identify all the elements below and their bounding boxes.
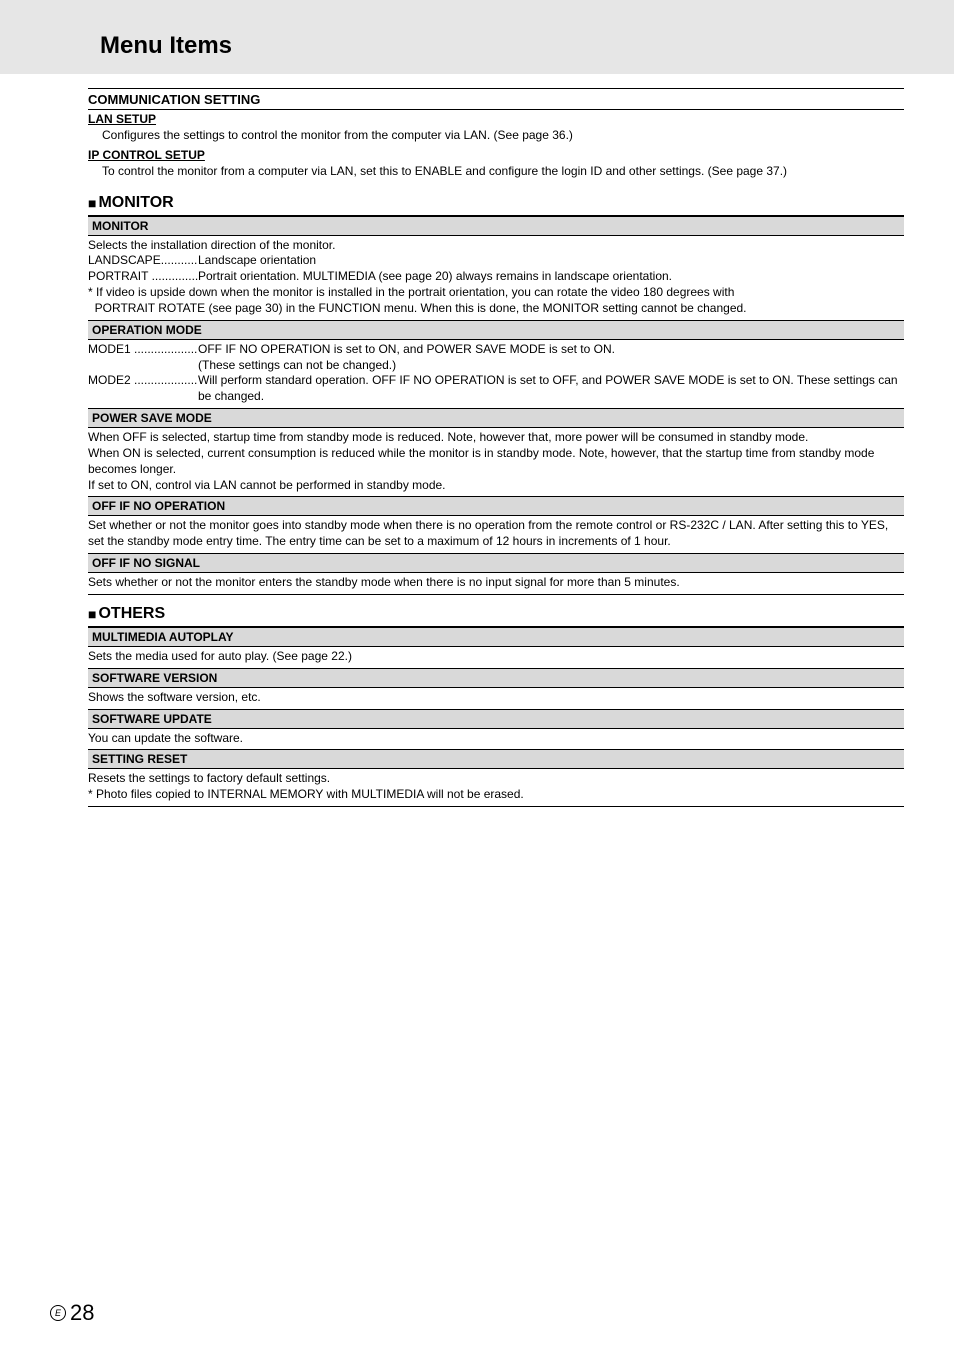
rule — [88, 594, 904, 595]
portrait-key: PORTRAIT ............... — [88, 269, 198, 285]
monitor-heading-text: MONITOR — [98, 194, 173, 212]
psm-l3: If set to ON, control via LAN cannot be … — [88, 478, 904, 494]
lan-setup-body: Configures the settings to control the m… — [88, 127, 904, 146]
others-heading-text: OTHERS — [98, 605, 165, 623]
row-mm-label: MULTIMEDIA AUTOPLAY — [88, 627, 904, 647]
sv-body: Shows the software version, etc. — [88, 688, 904, 709]
landscape-val: Landscape orientation — [198, 253, 904, 269]
monitor-line1: Selects the installation direction of th… — [88, 238, 904, 254]
portrait-row: PORTRAIT ............... Portrait orient… — [88, 269, 904, 285]
monitor-heading: ■ MONITOR — [88, 188, 904, 216]
ip-control-body: To control the monitor from a computer v… — [88, 163, 904, 182]
monitor-body: Selects the installation direction of th… — [88, 236, 904, 320]
rule — [88, 806, 904, 807]
row-sr-label: SETTING RESET — [88, 749, 904, 769]
page: Menu Items COMMUNICATION SETTING LAN SET… — [0, 0, 954, 1350]
lang-badge-icon: E — [50, 1305, 66, 1321]
opmode-body: MODE1 ..................... OFF IF NO OP… — [88, 340, 904, 408]
row-psm-label: POWER SAVE MODE — [88, 408, 904, 428]
ip-control-title: IP CONTROL SETUP — [88, 146, 904, 163]
square-bullet-icon: ■ — [88, 606, 96, 622]
su-body: You can update the software. — [88, 729, 904, 750]
offsig-body: Sets whether or not the monitor enters t… — [88, 573, 904, 594]
sr-l1: Resets the settings to factory default s… — [88, 771, 904, 787]
offop-body: Set whether or not the monitor goes into… — [88, 516, 904, 553]
row-offsig-label: OFF IF NO SIGNAL — [88, 553, 904, 573]
page-footer: E 28 — [50, 1300, 94, 1326]
row-offop-label: OFF IF NO OPERATION — [88, 496, 904, 516]
lan-setup-title: LAN SETUP — [88, 110, 904, 127]
monitor-note2: PORTRAIT ROTATE (see page 30) in the FUN… — [88, 301, 904, 317]
square-bullet-icon: ■ — [88, 195, 96, 211]
psm-l1: When OFF is selected, startup time from … — [88, 430, 904, 446]
mode1-row: MODE1 ..................... OFF IF NO OP… — [88, 342, 904, 358]
portrait-val: Portrait orientation. MULTIMEDIA (see pa… — [198, 269, 904, 285]
content: COMMUNICATION SETTING LAN SETUP Configur… — [0, 88, 954, 807]
monitor-note1: * If video is upside down when the monit… — [88, 285, 904, 301]
psm-body: When OFF is selected, startup time from … — [88, 428, 904, 496]
page-title: Menu Items — [100, 32, 954, 60]
others-heading: ■ OTHERS — [88, 599, 904, 627]
row-su-label: SOFTWARE UPDATE — [88, 709, 904, 729]
mode2-key: MODE2 ..................... — [88, 373, 198, 405]
mm-body: Sets the media used for auto play. (See … — [88, 647, 904, 668]
mode1-cont: (These settings can not be changed.) — [88, 358, 904, 374]
row-opmode-label: OPERATION MODE — [88, 320, 904, 340]
mode2-val: Will perform standard operation. OFF IF … — [198, 373, 904, 405]
sr-body: Resets the settings to factory default s… — [88, 769, 904, 806]
mode1-key: MODE1 ..................... — [88, 342, 198, 358]
mode2-row: MODE2 ..................... Will perform… — [88, 373, 904, 405]
row-monitor-label: MONITOR — [88, 216, 904, 236]
header-band: Menu Items — [0, 0, 954, 74]
mode1-val: OFF IF NO OPERATION is set to ON, and PO… — [198, 342, 904, 358]
sr-l2: * Photo files copied to INTERNAL MEMORY … — [88, 787, 904, 803]
page-number: 28 — [70, 1300, 94, 1326]
row-sv-label: SOFTWARE VERSION — [88, 668, 904, 688]
section-comm-title: COMMUNICATION SETTING — [88, 89, 904, 109]
landscape-key: LANDSCAPE............ — [88, 253, 198, 269]
landscape-row: LANDSCAPE............ Landscape orientat… — [88, 253, 904, 269]
psm-l2: When ON is selected, current consumption… — [88, 446, 904, 478]
